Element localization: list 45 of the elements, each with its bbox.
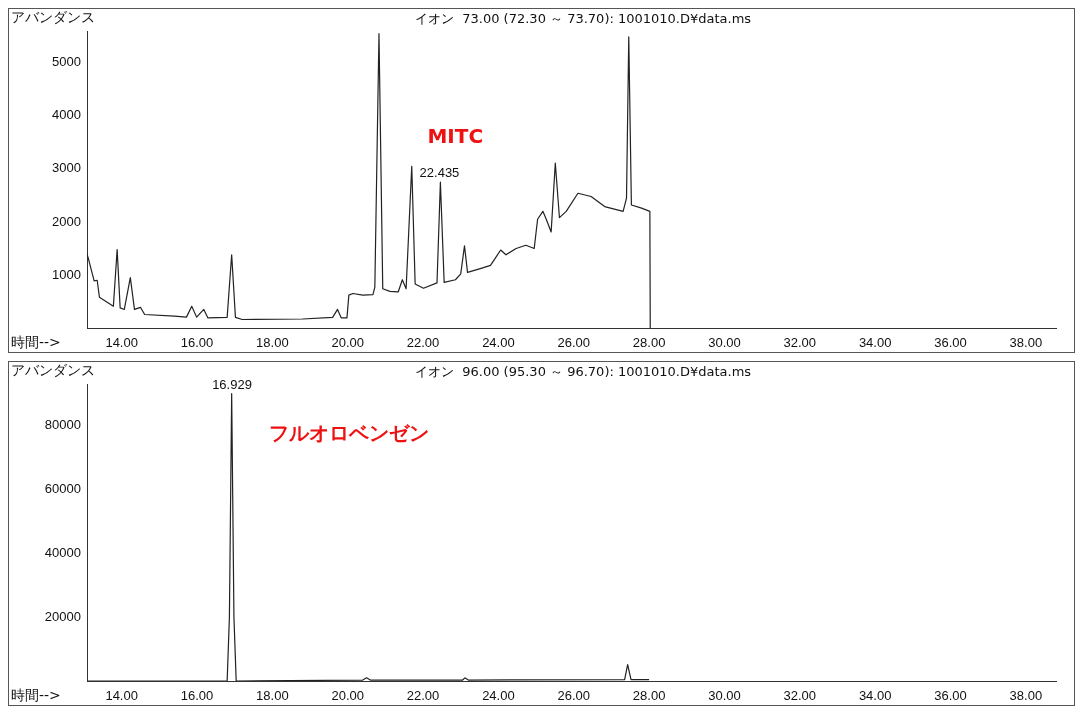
annotation: 16.929	[212, 376, 252, 392]
x-tick-label: 16.00	[180, 335, 214, 351]
annotation: 22.435	[419, 165, 460, 181]
y-tick-label: 5000	[52, 54, 81, 70]
x-tick-label: 14.00	[105, 688, 138, 704]
x-tick-label: 14.00	[105, 335, 138, 351]
chart-title: イオン 96.00 (95.30 ～ 96.70): 1001010.D¥data.ms	[415, 363, 752, 379]
x-tick-label: 38.00	[1009, 688, 1043, 704]
x-tick-label: 24.00	[482, 335, 515, 351]
x-tick-label: 38.00	[1009, 335, 1043, 351]
x-tick-label: 32.00	[783, 335, 817, 351]
y-tick-label: 20000	[44, 608, 81, 624]
y-tick-label: 80000	[44, 417, 81, 433]
y-tick-label: 3000	[52, 160, 81, 176]
x-axis-title: 時間-->	[11, 333, 61, 350]
x-tick-label: 30.00	[708, 335, 741, 351]
x-tick-label: 34.00	[858, 688, 892, 704]
x-tick-label: 20.00	[331, 688, 364, 704]
y-axis-title: アバンダンス	[11, 361, 95, 378]
x-tick-label: 30.00	[708, 688, 741, 704]
x-tick-label: 28.00	[632, 335, 666, 351]
x-tick-label: 32.00	[783, 688, 817, 704]
x-axis-title: 時間-->	[11, 686, 61, 703]
y-tick-label: 60000	[44, 480, 81, 496]
y-tick-label: 1000	[52, 266, 81, 282]
x-tick-label: 26.00	[557, 688, 591, 704]
chart-title: イオン 73.00 (72.30 ～ 73.70): 1001010.D¥data.ms	[415, 10, 752, 26]
x-tick-label: 20.00	[331, 335, 364, 351]
x-tick-label: 26.00	[557, 335, 591, 351]
x-tick-label: 22.00	[406, 335, 440, 351]
x-tick-label: 28.00	[632, 688, 666, 704]
x-tick-label: 16.00	[180, 688, 214, 704]
x-tick-label: 18.00	[256, 335, 289, 351]
x-tick-label: 24.00	[482, 688, 515, 704]
y-tick-label: 4000	[52, 107, 81, 123]
y-axis-title: アバンダンス	[11, 8, 95, 25]
annotation: MITC	[427, 124, 484, 149]
x-tick-label: 36.00	[934, 688, 967, 704]
y-tick-label: 40000	[44, 544, 81, 560]
y-tick-label: 2000	[52, 213, 81, 229]
x-tick-label: 18.00	[256, 688, 289, 704]
annotation: フルオロベンゼン	[268, 420, 429, 445]
x-tick-label: 22.00	[406, 688, 440, 704]
x-tick-label: 34.00	[858, 335, 892, 351]
x-tick-label: 36.00	[934, 335, 967, 351]
